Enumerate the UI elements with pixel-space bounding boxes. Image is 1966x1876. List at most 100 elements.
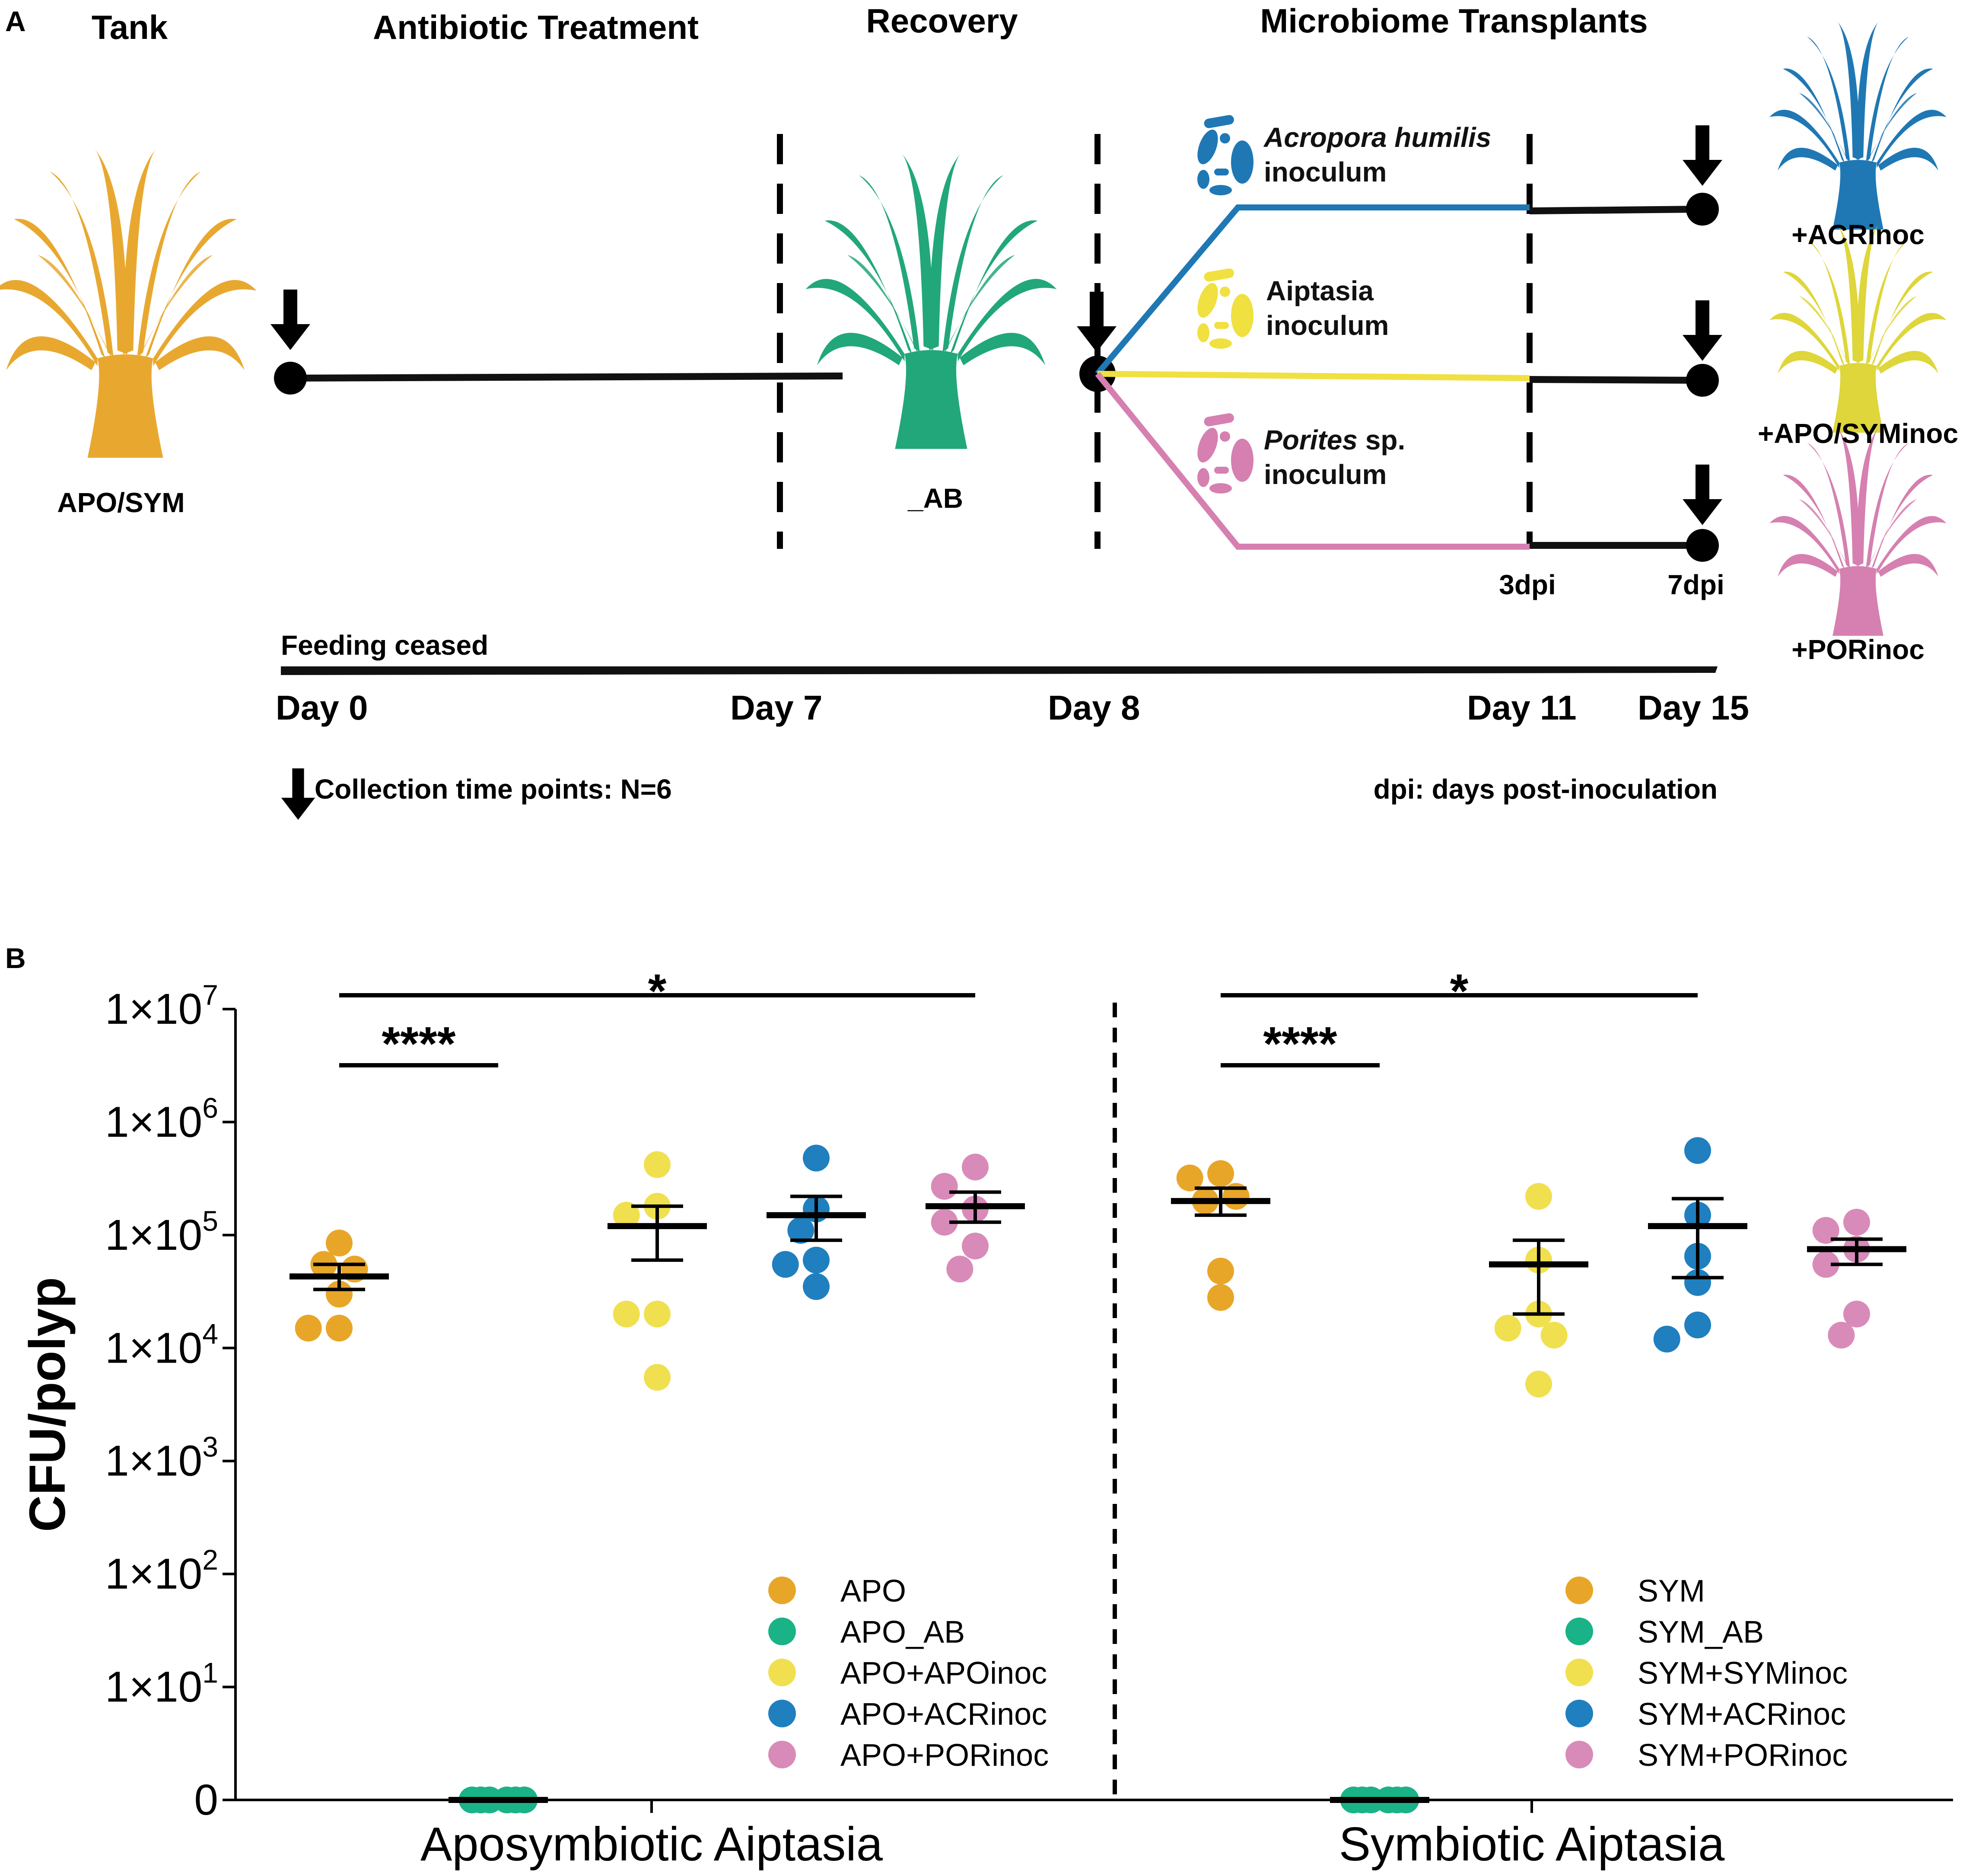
legend-label: APO+APOinoc [840, 1656, 1047, 1691]
group-label-aposymbiotic: Aposymbiotic Aiptasia [420, 1818, 883, 1871]
data-point-sym-porinoc [1843, 1300, 1870, 1328]
legend-swatch [768, 1741, 796, 1768]
y-tick-label: 1×107 [105, 979, 218, 1033]
stage-title-antibiotic: Antibiotic Treatment [373, 8, 699, 46]
data-point-sym-porinoc [1812, 1251, 1839, 1278]
polyp-por-icon [1769, 427, 1947, 636]
y-tick-mantissa: 1×10 [105, 1550, 202, 1598]
panel-a-letter: A [5, 5, 26, 37]
inoculum-porites-genus: Porites [1264, 424, 1358, 455]
data-point-apo [326, 1229, 353, 1257]
polyp-antibiotic-icon [805, 152, 1057, 449]
y-tick-mantissa: 1×10 [105, 1663, 202, 1711]
legend-swatch [1565, 1700, 1593, 1727]
data-point-apo-apoinoc [644, 1364, 671, 1391]
y-tick-exponent: 7 [202, 979, 218, 1011]
legend-label: APO_AB [840, 1615, 965, 1650]
stage-title-transplants: Microbiome Transplants [1260, 2, 1648, 40]
collection-arrow-day8-icon [1077, 292, 1117, 352]
data-point-apo-acrinoc [803, 1273, 830, 1300]
significance-label: **** [1263, 1017, 1337, 1070]
polyp-label-apo-sym: +APO/SYMinoc [1758, 418, 1958, 449]
y-tick-mantissa: 1×10 [105, 1324, 202, 1372]
significance-label: **** [382, 1017, 455, 1070]
y-tick-label: 1×103 [105, 1431, 218, 1485]
day-label-8: Day 8 [1048, 688, 1140, 727]
polyp-label-acr: +ACRinoc [1791, 219, 1925, 250]
collection-arrow-por-icon [1683, 465, 1722, 525]
data-point-apo-porinoc [962, 1233, 989, 1260]
y-tick-mantissa: 1×10 [105, 1211, 202, 1259]
timepoint-acr-7dpi [1686, 193, 1719, 226]
inoculum-aiptasia-name: Aiptasia [1266, 275, 1374, 306]
y-tick-label: 1×101 [105, 1657, 218, 1711]
legend-label: SYM+PORinoc [1638, 1738, 1848, 1773]
polyp-label-por: +PORinoc [1791, 634, 1925, 665]
bacteria-aiptasia-icon [1193, 268, 1253, 349]
legend-label: SYM+ACRinoc [1638, 1697, 1846, 1732]
legend-swatch [1565, 1741, 1593, 1768]
polyp-start-icon [0, 147, 257, 458]
data-point-sym-syminoc [1540, 1322, 1568, 1349]
y-tick-label: 1×102 [105, 1544, 218, 1598]
timepoint-day0 [274, 362, 307, 395]
data-point-sym-acrinoc [1653, 1325, 1680, 1353]
y-tick-mantissa: 1×10 [105, 985, 202, 1033]
data-point-apo-apoinoc [644, 1300, 671, 1328]
polyp-label-antibiotic: _AB [907, 483, 963, 514]
collection-arrow-acr-icon [1683, 125, 1722, 186]
y-tick-mantissa: 1×10 [105, 1098, 202, 1146]
data-point-apo-apoinoc [613, 1300, 640, 1328]
legend-label: SYM_AB [1638, 1615, 1764, 1650]
feeding-ceased-bar [281, 666, 1718, 675]
significance-brackets: ********** [339, 965, 1698, 1070]
bacteria-acropora-icon [1193, 114, 1253, 195]
panel-a: A Tank Antibiotic Treatment Recovery Mic… [0, 2, 1958, 820]
collection-note: Collection time points: N=6 [315, 774, 672, 805]
timepoint-aip-7dpi [1686, 364, 1719, 397]
data-point-sym [1207, 1284, 1234, 1311]
bacteria-porites-icon [1193, 412, 1253, 494]
feeding-ceased-label: Feeding ceased [281, 630, 488, 661]
data-point-sym-syminoc [1525, 1183, 1552, 1210]
data-point-apo-apoinoc [644, 1151, 671, 1178]
plot-points [295, 1137, 1870, 1813]
polyp-label-start: APO/SYM [57, 487, 185, 518]
collection-arrow-aip-icon [1683, 300, 1722, 361]
data-point-sym-porinoc [1812, 1217, 1839, 1244]
branch-porites [1095, 372, 1530, 550]
legend-label: SYM+SYMinoc [1638, 1656, 1848, 1691]
data-point-sym-syminoc [1525, 1370, 1552, 1398]
legend-swatch [768, 1700, 796, 1727]
legend-swatch [768, 1659, 796, 1686]
y-tick-exponent: 4 [202, 1318, 218, 1350]
stage-title-recovery: Recovery [866, 2, 1018, 40]
y-tick-label: 1×105 [105, 1205, 218, 1259]
y-tick-label: 0 [194, 1776, 218, 1824]
data-point-apo [326, 1280, 353, 1308]
timeline-main [289, 373, 843, 382]
data-point-apo-porinoc [962, 1153, 989, 1181]
y-tick-exponent: 6 [202, 1092, 218, 1124]
legend-swatch [768, 1618, 796, 1645]
data-point-apo-acrinoc [803, 1246, 830, 1274]
panel-b-letter: B [5, 942, 26, 974]
data-point-sym-acrinoc [1684, 1311, 1711, 1338]
data-point-sym-acrinoc [1684, 1137, 1711, 1164]
significance-label: * [648, 965, 667, 1018]
legend: APO APO_AB APO+APOinoc APO+ACRinoc APO+PORin… [768, 1574, 1848, 1773]
inoculum-acropora-word: inoculum [1264, 156, 1387, 188]
branch-acropora [1095, 204, 1530, 376]
legend-label: SYM [1638, 1574, 1705, 1608]
y-tick-exponent: 1 [202, 1657, 218, 1689]
inoculum-porites-suffix: sp. [1358, 424, 1405, 455]
day-label-11: Day 11 [1467, 688, 1577, 727]
legend-swatch [768, 1577, 796, 1604]
branch-acropora-late [1529, 206, 1703, 214]
data-point-sym [1176, 1164, 1203, 1191]
y-tick-mantissa: 0 [194, 1776, 218, 1824]
data-point-sym-acrinoc [1684, 1269, 1711, 1296]
data-point-sym [1207, 1160, 1234, 1187]
legend-swatch [1565, 1577, 1593, 1604]
